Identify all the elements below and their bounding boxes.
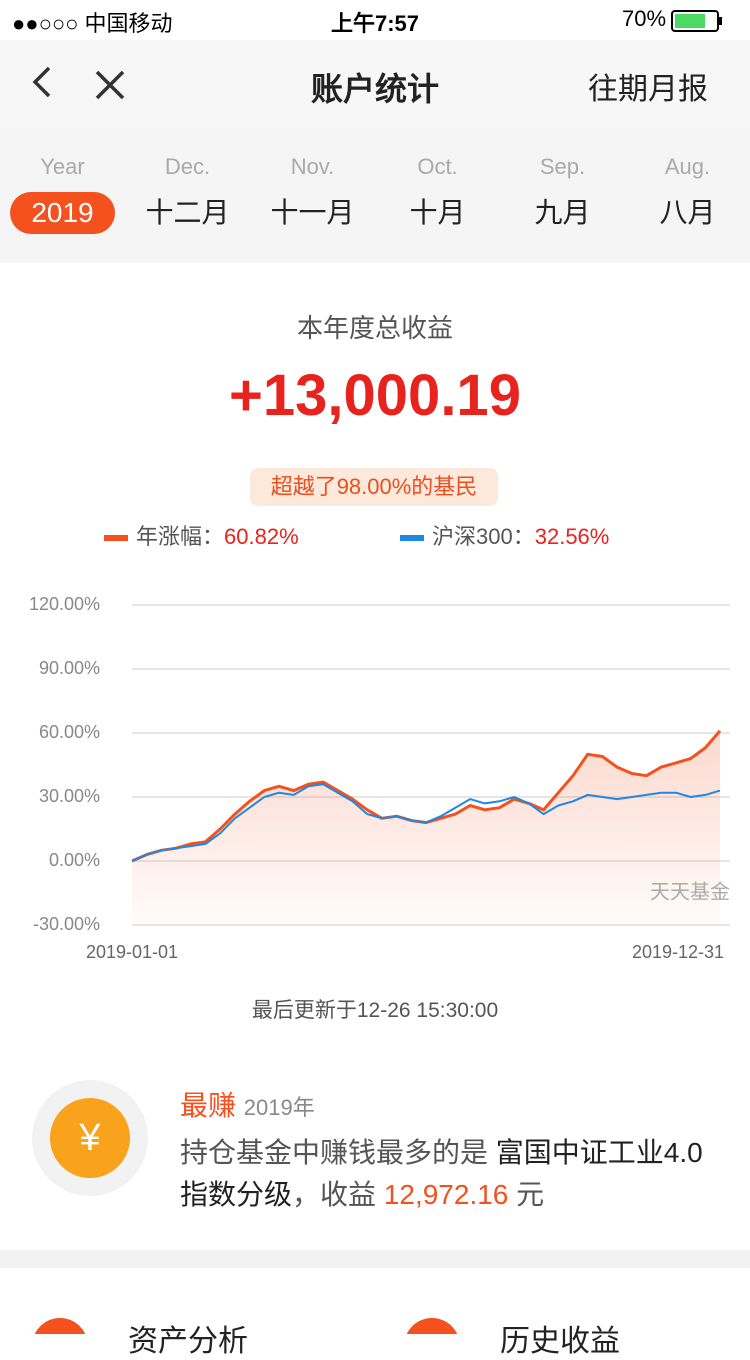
legend-text: 年涨幅：60.82% xyxy=(136,524,299,549)
back-button[interactable] xyxy=(32,66,51,98)
tab-label: 九月 xyxy=(534,197,591,228)
legend-value: 60.82% xyxy=(224,524,299,549)
tab-top: Year xyxy=(40,154,85,179)
best-amount: 12,972.16 xyxy=(383,1179,509,1210)
summary-title: 本年度总收益 xyxy=(296,313,453,343)
tab-label: 十二月 xyxy=(145,197,230,228)
battery-level: 70% xyxy=(622,6,667,31)
update-time: 最后更新于12-26 15:30:00 xyxy=(251,999,499,1022)
tab-top: Aug. xyxy=(664,154,711,179)
nav-right[interactable]: 往期月报 xyxy=(588,73,708,106)
x-tick-label: 2019-12-31 xyxy=(632,942,724,962)
tab-label: 八月 xyxy=(659,197,716,228)
tab-label: 2019 xyxy=(10,192,115,234)
line xyxy=(131,783,721,862)
month-tabs: Year 2019 Dec. 十二月 Nov. 十一月 Oct. 十月 Sep. 九月 Aug. 八月 xyxy=(0,128,750,263)
legend-swatch xyxy=(104,535,128,541)
y-tick-label: 90.00% xyxy=(39,658,100,678)
best-text: 持仓基金中赚钱最多的是 富国中证工业4.0指数分级，收益 12,972.16 元 xyxy=(180,1132,720,1216)
best-icon: ¥ xyxy=(32,1080,148,1196)
nav-title: 账户统计 xyxy=(310,71,439,107)
area xyxy=(132,730,720,925)
y-tick-label: 120.00% xyxy=(29,594,100,614)
legend-value: 32.56% xyxy=(535,524,610,549)
nav-icons xyxy=(32,66,125,100)
legend-swatch xyxy=(400,535,424,541)
tab-top: Nov. xyxy=(290,154,335,179)
best-fund[interactable]: 富国中证工业4.0指数分级 xyxy=(180,1137,703,1210)
best-lead: 持仓基金中赚钱最多的是 xyxy=(180,1137,496,1168)
carrier: ●●○○○ 中国移动 xyxy=(12,11,173,36)
y-tick-label: -30.00% xyxy=(33,914,100,934)
icon-symbol: ¥ xyxy=(78,1117,101,1159)
bottom-item[interactable]: 历史收益 xyxy=(500,1325,620,1358)
y-tick-label: 60.00% xyxy=(39,722,100,742)
legend-separator: ： xyxy=(513,524,535,549)
legend-text: 沪深300：32.56% xyxy=(432,524,609,549)
best-unit: 元 xyxy=(508,1179,545,1210)
y-tick-label: 30.00% xyxy=(39,786,100,806)
divider xyxy=(0,1250,750,1268)
bottom-icons xyxy=(34,1318,458,1334)
legend-name: 年涨幅 xyxy=(136,524,202,549)
best-mid: ，收益 xyxy=(292,1179,384,1210)
rank-badge: 超越了98.00%的基民 xyxy=(250,468,498,506)
battery-icon xyxy=(671,10,722,32)
tab-top: Dec. xyxy=(164,154,211,179)
tab-top: Sep. xyxy=(539,154,586,179)
clock: 上午7:57 xyxy=(330,11,420,36)
best-head: 最赚 2019年 xyxy=(180,1084,315,1124)
chart: 年涨幅：60.82% 沪深300：32.56%-30.00%0.00%30.00%… xyxy=(29,524,730,962)
best-tag: 最赚 xyxy=(180,1090,237,1121)
summary-amount: +13,000.19 xyxy=(229,363,521,428)
tab-label: 十月 xyxy=(409,197,466,228)
y-tick-label: 0.00% xyxy=(49,850,100,870)
close-button[interactable] xyxy=(95,70,125,100)
x-tick-label: 2019-01-01 xyxy=(86,942,178,962)
tab-top: Oct. xyxy=(417,154,458,179)
legend-separator: ： xyxy=(202,524,224,549)
tab-label: 十一月 xyxy=(270,197,355,228)
bottom-item[interactable]: 资产分析 xyxy=(128,1325,248,1358)
nav-bar xyxy=(0,40,750,129)
watermark: 天天基金 xyxy=(650,880,730,903)
best-year: 2019年 xyxy=(243,1095,315,1120)
legend-name: 沪深300 xyxy=(432,524,513,549)
